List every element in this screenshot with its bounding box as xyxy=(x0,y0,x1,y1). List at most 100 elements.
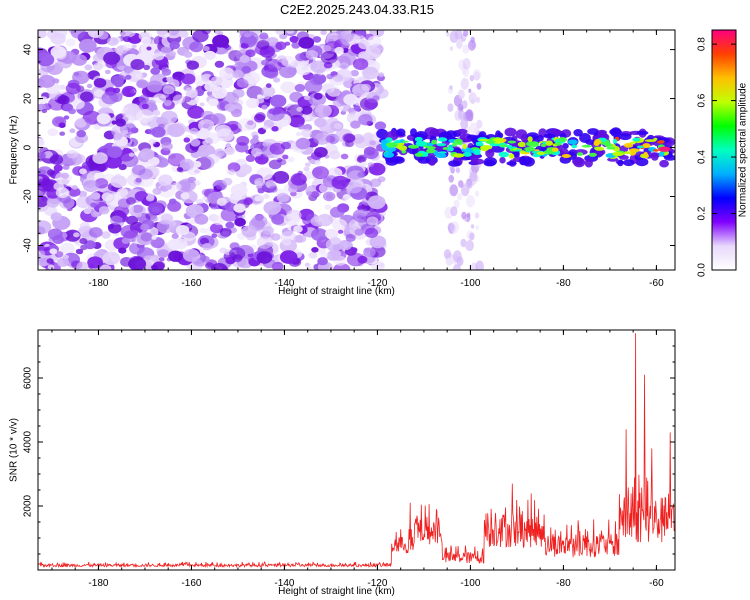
spectrogram-noise-blob xyxy=(230,183,248,197)
spectrogram-noise-blob xyxy=(363,147,379,159)
spectrogram-noise-blob xyxy=(92,152,108,165)
spectrogram-band-highlight xyxy=(534,149,540,152)
spectrogram-noise-blob xyxy=(298,36,315,49)
spectrogram-noise-blob xyxy=(339,62,349,70)
spectrogram-noise-blob xyxy=(179,158,195,170)
spectrogram-noise-blob xyxy=(135,177,142,183)
spectrogram-noise-blob xyxy=(210,76,223,86)
spectrogram-noise-blob xyxy=(104,69,111,75)
spectrogram-interference-blob xyxy=(475,260,484,270)
spectrogram-noise-blob xyxy=(295,53,306,62)
spectrogram-noise-blob xyxy=(130,59,145,70)
snr-xtick-label: -140 xyxy=(274,578,294,589)
spectrogram-noise-blob xyxy=(326,86,341,97)
spectrogram-noise-blob xyxy=(241,66,252,74)
spectrogram-noise-blob xyxy=(199,102,205,107)
spectrogram-noise-blob xyxy=(352,208,371,223)
spectrogram-noise-blob xyxy=(41,109,47,114)
spectrogram-interference-blob xyxy=(447,103,454,112)
colorbar-gradient xyxy=(711,29,737,271)
spectrogram-noise-blob xyxy=(356,30,365,37)
spectrogram-band-blob xyxy=(456,128,468,135)
spectrogram-noise-blob xyxy=(241,225,257,238)
spectrogram-interference-blob xyxy=(474,212,480,219)
spectrogram-noise-blob xyxy=(333,123,343,130)
spectrogram-band-blob xyxy=(506,161,517,166)
spectrogram-noise-blob xyxy=(261,86,276,97)
spectrogram-interference-blob xyxy=(458,110,465,120)
spectrogram-noise-blob xyxy=(110,175,127,188)
spectrogram-noise-blob xyxy=(131,44,137,49)
spectrogram-noise-blob xyxy=(52,116,67,128)
spectrogram-interference-blob xyxy=(462,44,470,54)
spectrogram-noise-blob xyxy=(136,212,142,217)
spectrogram-interference-blob xyxy=(452,250,462,263)
spectrogram-noise-blob xyxy=(332,218,348,231)
spectrogram-noise-blob xyxy=(156,30,168,36)
spectrogram-noise-blob xyxy=(310,60,328,74)
spectrogram-noise-blob xyxy=(180,192,190,200)
spectrogram-noise-blob xyxy=(243,71,261,85)
spectrogram-noise-blob xyxy=(40,196,48,202)
spectrogram-noise-blob xyxy=(261,59,269,66)
spectrogram-noise-blob xyxy=(161,68,172,76)
spectrogram-noise-blob xyxy=(340,153,349,160)
spectrogram-noise-blob xyxy=(59,131,66,136)
spectrogram-noise-blob xyxy=(126,197,136,205)
spectrogram-noise-blob xyxy=(115,118,126,127)
spectrogram-noise-blob xyxy=(263,201,282,215)
spectrogram-band-highlight xyxy=(551,147,559,152)
spectrogram-noise-blob xyxy=(76,261,89,270)
spectrogram-interference-blob xyxy=(455,167,461,174)
spectrogram-band-highlight xyxy=(581,144,592,148)
spectrogram-noise-blob xyxy=(150,67,161,75)
spectrogram-interference-blob xyxy=(453,199,460,209)
spectrogram-band-highlight xyxy=(415,140,427,147)
spectrogram-interference-blob xyxy=(445,257,452,267)
spectrogram-noise-blob xyxy=(289,35,299,43)
spectrogram-noise-blob xyxy=(70,98,85,110)
spectrogram-noise-blob xyxy=(122,88,135,97)
spectrogram-noise-blob xyxy=(245,154,256,162)
spectrogram-noise-blob xyxy=(229,247,246,260)
spectrogram-xtick-label: -160 xyxy=(181,278,201,289)
spectrogram-noise-blob xyxy=(364,227,379,238)
spectrogram-noise-blob xyxy=(47,264,55,270)
spectrogram-noise-blob xyxy=(209,202,219,210)
spectrogram-noise-blob xyxy=(38,74,56,88)
spectrogram-noise-blob xyxy=(123,35,131,43)
colorbar-tick-label: 0.2 xyxy=(697,206,708,220)
spectrogram-noise-blob xyxy=(239,55,250,63)
spectrogram-band-highlight xyxy=(437,137,448,142)
spectrogram-noise-blob xyxy=(113,205,130,217)
spectrogram-band-blob xyxy=(659,159,669,168)
spectrogram-noise-blob xyxy=(167,239,182,250)
spectrogram-noise-blob xyxy=(73,232,80,238)
spectrogram-interference-blob xyxy=(466,180,473,189)
spectrogram-noise-blob xyxy=(265,83,272,88)
spectrogram-noise-blob xyxy=(282,154,289,160)
spectrogram-interference-blob xyxy=(447,222,455,232)
spectrogram-noise-blob xyxy=(93,78,107,88)
spectrogram-noise-blob xyxy=(320,251,329,258)
spectrogram-band-highlight xyxy=(473,149,481,153)
spectrogram-band-highlight xyxy=(380,143,388,147)
spectrogram-noise-blob xyxy=(222,42,230,49)
spectrogram-noise-blob xyxy=(116,217,124,223)
spectrogram-noise-blob xyxy=(197,156,215,170)
spectrogram-noise-blob xyxy=(228,169,236,176)
spectrogram-noise-blob xyxy=(59,84,66,90)
spectrogram-noise-blob xyxy=(63,115,70,120)
spectrogram-noise-blob xyxy=(111,75,124,86)
spectrogram-band-highlight xyxy=(517,141,526,148)
spectrogram-noise-blob xyxy=(47,169,56,176)
spectrogram-noise-blob xyxy=(132,164,146,176)
spectrogram-noise-blob xyxy=(311,247,319,253)
spectrogram-band-highlight xyxy=(636,145,644,149)
spectrogram-noise-blob xyxy=(305,50,318,60)
spectrogram-noise-blob xyxy=(314,117,327,128)
spectrogram-noise-blob xyxy=(278,64,297,79)
spectrogram-interference-blob xyxy=(468,39,476,51)
spectrogram-panel: -180 -160 -140 -120 -100 -80 -60 -40 -20 0 20 40 Hei… xyxy=(9,29,676,297)
spectrogram-noise-blob xyxy=(105,59,117,69)
